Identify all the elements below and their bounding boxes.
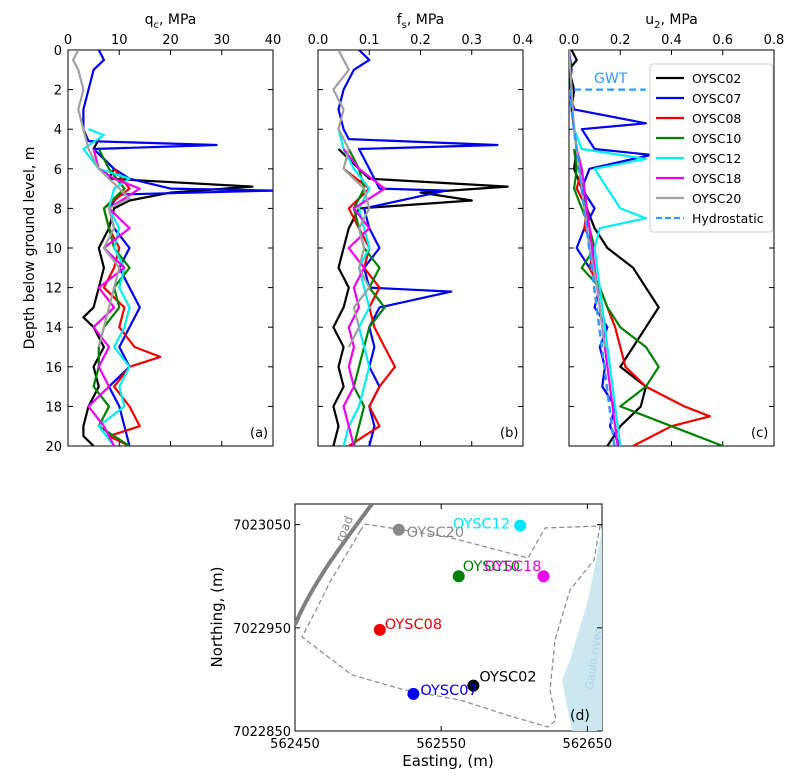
road-line xyxy=(295,504,374,626)
panel-c-label: (c) xyxy=(751,426,768,441)
x-tick-label: 0.8 xyxy=(764,33,785,48)
point-oysc12 xyxy=(514,519,527,532)
legend-label: OYSC08 xyxy=(692,111,741,126)
point-label-oysc02: OYSC02 xyxy=(479,670,536,686)
x-tick-label: 0.3 xyxy=(461,33,482,48)
y-tick-label: 4 xyxy=(54,123,62,138)
site-boundary xyxy=(301,523,601,728)
legend-box xyxy=(649,63,774,233)
y-tick-label: 6 xyxy=(54,163,62,178)
y-tick-label: 20 xyxy=(45,440,62,455)
x-tick-label: 562650 xyxy=(563,737,613,752)
point-oysc10 xyxy=(452,570,465,583)
series-oysc10 xyxy=(92,148,131,446)
x-tick-label: 20 xyxy=(162,33,179,48)
y-tick-label: 18 xyxy=(45,400,62,415)
legend-label: OYSC07 xyxy=(692,91,741,106)
panel-a: 0 10 20 30 40 0 2 4 6 8 10 12 14 16 18 20 qc, MPa xyxy=(45,12,281,455)
series-oysc18 xyxy=(342,148,386,446)
point-label-oysc07: OYSC07 xyxy=(420,683,477,699)
panel-d: 562450 562550 562650 7022850 7022950 7023050 O… xyxy=(233,504,612,752)
series-hydrostatic xyxy=(569,89,616,446)
y-tick-label: 7022850 xyxy=(233,725,291,740)
y-tick-label: 12 xyxy=(45,282,62,297)
legend-label: Hydrostatic xyxy=(692,211,764,226)
legend-label: OYSC20 xyxy=(692,191,741,206)
series-oysc20 xyxy=(332,50,371,348)
x-tick-label: 40 xyxy=(265,33,282,48)
point-oysc07 xyxy=(407,687,420,700)
x-tick-label: 0.0 xyxy=(559,33,580,48)
legend-label: OYSC02 xyxy=(692,71,741,86)
panel-b-label: (b) xyxy=(500,426,518,441)
point-label-oysc20: OYSC20 xyxy=(407,525,464,541)
series-oysc18 xyxy=(87,148,141,446)
x-tick-label: 0.6 xyxy=(712,33,733,48)
point-label-oysc10: OYSC10 xyxy=(463,559,520,575)
y-tick-label: 7022950 xyxy=(233,622,291,637)
series-oysc02 xyxy=(332,148,509,446)
point-oysc08 xyxy=(373,623,386,636)
legend-label: OYSC12 xyxy=(692,151,741,166)
x-tick-label: 0 xyxy=(64,33,72,48)
legend: OYSC02 OYSC07 OYSC08 OYSC10 OYSC12 OYSC18 OYSC… xyxy=(649,63,774,233)
point-oysc02 xyxy=(467,679,480,692)
x-tick-label: 0.0 xyxy=(308,33,329,48)
series-oysc10 xyxy=(347,148,386,446)
x-axis-label: u2, MPa xyxy=(645,12,698,31)
y-tick-label: 16 xyxy=(45,361,62,376)
x-tick-label: 562450 xyxy=(270,737,320,752)
y-tick-label: 10 xyxy=(45,242,62,257)
series-oysc12 xyxy=(573,128,648,446)
x-axis-label: fs, MPa xyxy=(397,12,445,31)
panel-a-ylabel: Depth below ground level, m xyxy=(22,147,38,350)
x-tick-label: 0.2 xyxy=(610,33,631,48)
panel-b: 0.0 0.1 0.2 0.3 0.4 fs, MPa xyxy=(308,12,534,447)
panel-d-label: (d) xyxy=(570,708,590,724)
panel-a-label: (a) xyxy=(250,426,268,441)
series-oysc20 xyxy=(71,50,131,348)
x-axis-label: qc, MPa xyxy=(145,12,197,31)
x-tick-label: 0.4 xyxy=(661,33,682,48)
series-oysc10 xyxy=(572,148,724,446)
river-area xyxy=(562,527,602,731)
series-oysc07 xyxy=(82,50,273,446)
x-tick-label: 10 xyxy=(111,33,128,48)
point-oysc18 xyxy=(537,570,550,583)
y-tick-label: 8 xyxy=(54,202,62,217)
y-tick-label: 7023050 xyxy=(233,519,291,534)
point-label-oysc08: OYSC08 xyxy=(385,617,442,633)
legend-label: OYSC10 xyxy=(692,131,741,146)
panel-d-xlabel: Easting, (m) xyxy=(402,752,493,770)
y-tick-label: 0 xyxy=(54,44,62,59)
x-tick-label: 0.1 xyxy=(359,33,380,48)
panel-d-ylabel: Northing, (m) xyxy=(208,566,226,667)
x-tick-label: 562550 xyxy=(416,737,466,752)
gwt-label: GWT xyxy=(594,71,628,87)
point-oysc20 xyxy=(392,523,405,536)
series-oysc07 xyxy=(337,50,499,446)
x-tick-label: 0.2 xyxy=(410,33,431,48)
series-oysc20 xyxy=(569,50,606,348)
point-label-oysc12: OYSC12 xyxy=(453,517,510,533)
y-tick-label: 14 xyxy=(45,321,62,336)
panel-c: 0.0 0.2 0.4 0.6 0.8 u2, MPa xyxy=(559,12,785,447)
x-tick-label: 0.4 xyxy=(513,33,534,48)
legend-label: OYSC18 xyxy=(692,171,741,186)
point-label-oysc18: OYSC18 xyxy=(484,559,541,575)
x-tick-label: 30 xyxy=(213,33,230,48)
y-tick-label: 2 xyxy=(54,84,62,99)
series-oysc12 xyxy=(337,128,371,446)
